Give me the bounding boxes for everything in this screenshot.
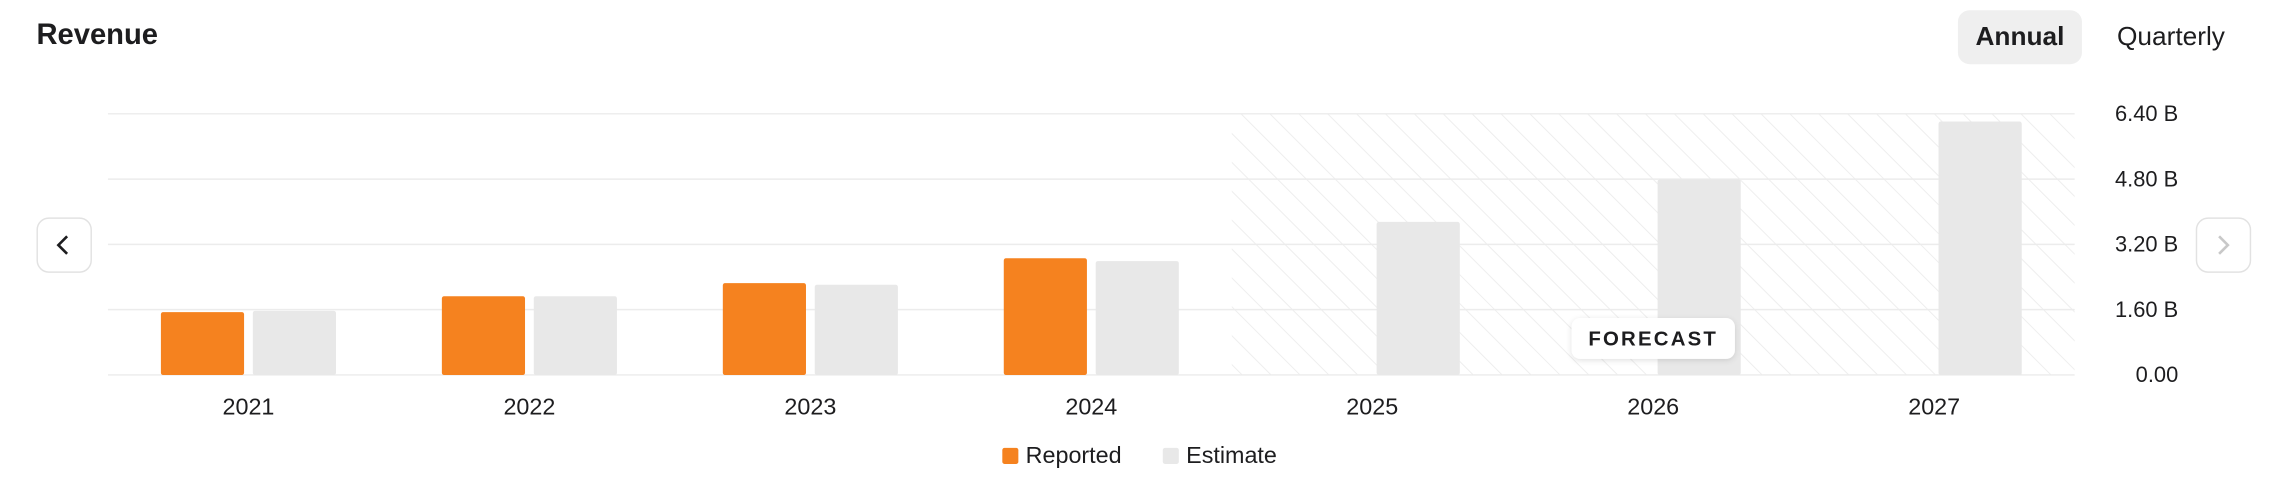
x-tick-label: 2021 [222,394,274,420]
y-tick-label: 6.40 B [2115,101,2178,126]
bar [533,296,617,375]
title: Revenue [36,19,158,51]
x-tick-label: 2027 [1908,394,1960,420]
bar [1938,121,2022,375]
legend-label: Estimate [1186,442,1277,468]
next-button[interactable] [2195,217,2252,273]
bar [814,284,898,375]
forecast-badge: FORECAST [1571,318,1735,359]
x-tick-label: 2026 [1627,394,1679,420]
legend-swatch [1002,447,1019,464]
bar [722,283,806,375]
prev-button[interactable] [36,217,92,273]
tab-annual[interactable]: Annual [1975,21,2064,51]
bar [441,296,526,375]
x-tick-label: 2022 [503,394,555,420]
x-tick-label: 2024 [1065,394,1117,420]
y-tick-label: 1.60 B [2115,297,2178,322]
x-tick-label: 2025 [1346,394,1398,420]
forecast-badge-bg [1571,318,1735,359]
forecast-label: FORECAST [1588,328,1718,350]
x-tick-label: 2023 [784,394,836,420]
y-tick-label: 4.80 B [2115,166,2178,191]
bar [160,312,245,375]
tab-quarterly[interactable]: Quarterly [2117,21,2226,51]
bar [1003,258,1087,375]
legend-label: Reported [1026,442,1122,468]
bar [1095,261,1179,375]
bar [1376,221,1460,375]
y-tick-label: 0.00 [2136,362,2179,387]
bar [252,310,336,375]
y-tick-label: 3.20 B [2115,232,2178,257]
tab-active-bg [1957,10,2082,65]
legend-swatch [1162,447,1179,464]
